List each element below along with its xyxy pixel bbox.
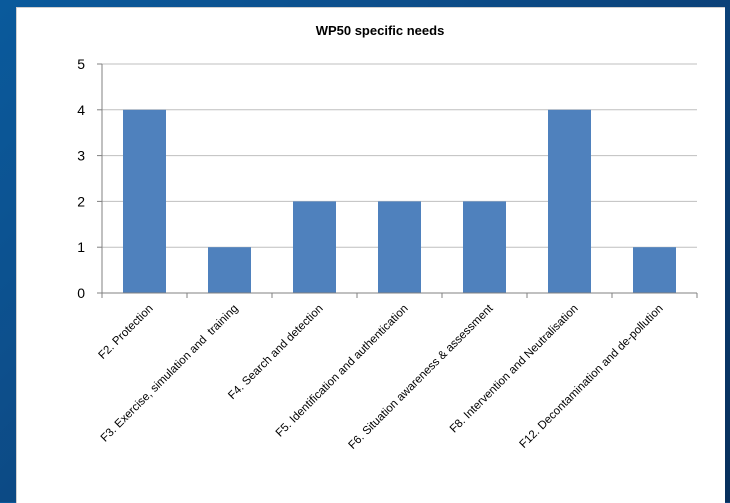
bar <box>378 201 421 293</box>
bar <box>548 109 591 293</box>
x-tick-label: F6. Situation awareness & assessment <box>347 302 497 452</box>
y-axis: 0 1 2 3 4 5 <box>77 56 103 301</box>
y-tick-label: 3 <box>77 148 85 164</box>
chart-title: WP50 specific needs <box>316 23 445 38</box>
y-tick-label: 0 <box>77 285 85 301</box>
bar <box>633 247 676 293</box>
x-tick-label: F4. Search and detection <box>226 303 325 402</box>
x-tick-label: F3. Exercise, simulation and training <box>99 303 241 445</box>
bar <box>208 247 251 293</box>
x-tick-label: F12. Decontamination and de-pollution <box>517 303 665 451</box>
bar <box>463 201 506 293</box>
y-tick-label: 2 <box>77 193 85 209</box>
bars <box>123 109 676 293</box>
y-tick-label: 4 <box>77 102 85 118</box>
x-tick-label: F2. Protection <box>97 303 156 362</box>
y-tick-label: 5 <box>77 56 85 72</box>
x-tick-label: F5. Identification and authentication <box>274 303 411 440</box>
bar <box>293 201 336 293</box>
bar <box>123 109 166 293</box>
y-tick-label: 1 <box>77 239 85 255</box>
